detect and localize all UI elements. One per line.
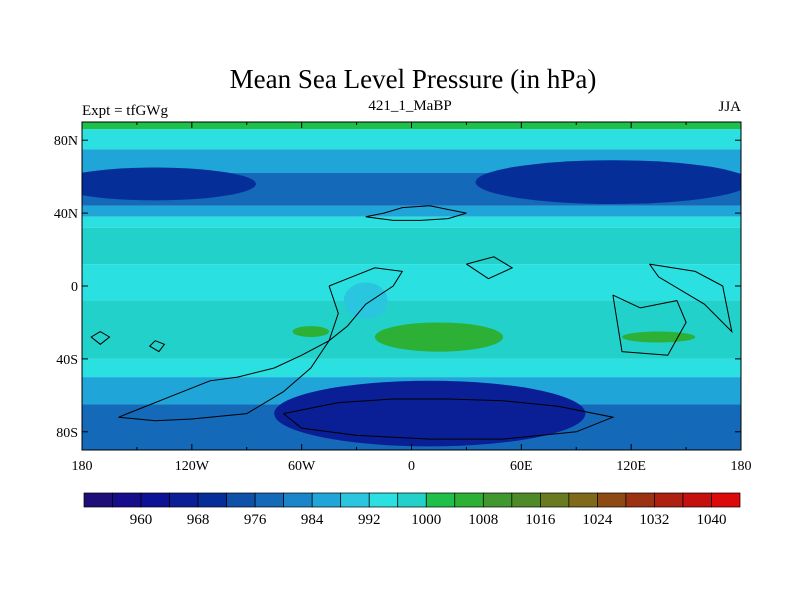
pressure-cell <box>374 322 504 352</box>
pressure-band <box>82 216 741 228</box>
colorbar-label: 1040 <box>696 512 726 528</box>
colorbar-box <box>311 492 342 508</box>
experiment-label: Expt = tfGWg <box>82 103 168 119</box>
colorbar-box <box>226 492 256 508</box>
colorbar-box <box>169 492 199 508</box>
colorbar-box <box>368 492 399 508</box>
chart-title: Mean Sea Level Pressure (in hPa) <box>230 64 597 94</box>
pressure-band <box>82 129 741 150</box>
land-outline <box>90 331 111 345</box>
colorbar-box <box>682 492 712 508</box>
case-label: 421_1_MaBP <box>368 98 451 114</box>
colorbar-box <box>112 492 142 508</box>
pressure-cell <box>274 380 586 447</box>
colorbar-label: 1008 <box>468 512 498 528</box>
x-tick-label: 120W <box>175 459 210 474</box>
season-label: JJA <box>718 99 741 115</box>
land-outline <box>649 263 733 334</box>
colorbar-box <box>397 492 427 508</box>
pressure-band <box>82 358 741 378</box>
colorbar-box <box>654 492 684 508</box>
colorbar-box <box>140 492 170 508</box>
colorbar-box <box>711 492 741 508</box>
colorbar-box <box>625 492 655 508</box>
y-tick-label: 0 <box>71 280 78 295</box>
colorbar-label: 992 <box>358 512 381 528</box>
land-outline <box>466 256 514 280</box>
colorbar-label: 1000 <box>411 512 441 528</box>
x-tick-label: 180 <box>72 459 93 474</box>
colorbar-box <box>425 492 456 508</box>
colorbar-label: 976 <box>244 512 267 528</box>
colorbar-box <box>340 492 370 508</box>
colorbar-box <box>254 492 285 508</box>
land-outline <box>365 205 467 221</box>
x-tick-label: 60E <box>510 459 533 474</box>
pressure-band <box>82 205 741 217</box>
x-tick-label: 180 <box>731 459 752 474</box>
y-tick-label: 80N <box>54 134 78 149</box>
y-tick-label: 80S <box>56 426 78 441</box>
colorbar-box <box>597 492 627 508</box>
colorbar-label: 1016 <box>525 512 556 528</box>
pressure-cell <box>343 282 388 319</box>
land-outline <box>148 340 166 353</box>
colorbar-box <box>511 492 541 508</box>
pressure-cell <box>292 326 330 338</box>
land-outline <box>283 398 615 440</box>
y-tick-label: 40S <box>56 353 78 368</box>
colorbar-label: 968 <box>187 512 210 528</box>
pressure-band <box>82 227 741 265</box>
pressure-band <box>82 264 741 301</box>
x-tick-label: 0 <box>408 459 415 474</box>
colorbar-label: 984 <box>301 512 324 528</box>
x-tick-label: 120E <box>616 459 646 474</box>
pressure-cell <box>622 331 696 343</box>
colorbar-box <box>83 492 113 508</box>
land-outline <box>612 294 687 356</box>
land-outline <box>118 267 404 422</box>
colorbar-box <box>197 492 227 508</box>
colorbar-box <box>539 492 570 508</box>
y-tick-label: 40N <box>54 207 78 222</box>
colorbar-box <box>482 492 513 508</box>
colorbar-box <box>283 492 313 508</box>
map-plot-area <box>82 122 741 450</box>
pressure-cell <box>475 160 741 204</box>
x-tick-label: 60W <box>288 459 316 474</box>
colorbar-label: 1024 <box>582 512 613 528</box>
colorbar-box <box>568 492 598 508</box>
pressure-cell <box>82 167 256 201</box>
colorbar-label: 1032 <box>639 512 669 528</box>
colorbar-box <box>454 492 484 508</box>
colorbar-label: 960 <box>130 512 153 528</box>
